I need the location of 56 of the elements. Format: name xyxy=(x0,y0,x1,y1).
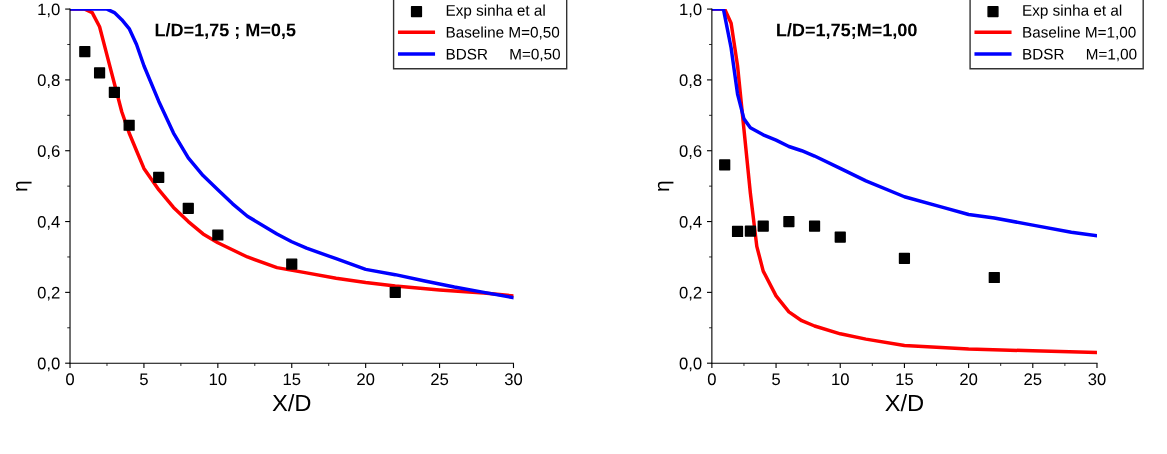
x-tick-label: 20 xyxy=(960,373,978,386)
x-tick-label: 20 xyxy=(357,373,375,386)
x-tick-label: 10 xyxy=(832,373,849,386)
y-tick-label: 0,2 xyxy=(37,286,60,301)
text: L/D=1,75;M=1,00 xyxy=(777,23,917,39)
y-axis-title: η xyxy=(16,181,32,191)
point xyxy=(898,252,911,264)
y-tick-label: 0,4 xyxy=(37,215,60,230)
point xyxy=(389,286,401,298)
y-tick-label: 0,6 xyxy=(679,145,702,159)
x-axis-title: X/D xyxy=(885,394,923,412)
legend-label: Exp sinha et al xyxy=(1023,4,1122,19)
y-tick-label: 1,0 xyxy=(680,3,702,18)
point xyxy=(757,220,769,232)
point xyxy=(808,220,821,232)
legend-label: Exp sinha et al xyxy=(446,4,545,19)
y-tick-label: 0,0 xyxy=(679,357,702,372)
y-tick-label: 1,0 xyxy=(38,3,60,18)
point xyxy=(988,271,1000,284)
point xyxy=(79,45,91,58)
x-tick-label: 25 xyxy=(1024,373,1042,386)
y-axis-title: η xyxy=(657,181,674,191)
point xyxy=(93,67,106,79)
point xyxy=(719,159,731,171)
legend-label: Baseline M=0,50 xyxy=(446,26,560,40)
point xyxy=(108,86,120,98)
x-tick-label: 15 xyxy=(896,373,913,386)
y-tick-label: 0,6 xyxy=(37,145,60,159)
y-tick-label: 0,4 xyxy=(679,215,702,230)
point xyxy=(212,229,224,241)
point xyxy=(153,171,165,183)
y-tick-label: 0,2 xyxy=(679,286,702,301)
y-tick-label: 0,8 xyxy=(37,74,60,89)
y-tick-label: 0,8 xyxy=(679,74,702,89)
x-tick-label: 30 xyxy=(1088,373,1106,386)
point xyxy=(286,258,298,270)
point xyxy=(834,231,846,243)
legend-label: Baseline M=1,00 xyxy=(1023,26,1136,40)
x-tick-label: 15 xyxy=(283,373,301,386)
text: L/D=1,75 ; M=0,5 xyxy=(155,23,296,39)
x-tick-label: 0 xyxy=(707,373,716,386)
point xyxy=(182,202,194,215)
point xyxy=(731,225,744,238)
x-axis-title: X/D xyxy=(272,394,311,412)
x-tick-label: 5 xyxy=(139,373,148,386)
point xyxy=(744,225,756,237)
x-tick-label: 5 xyxy=(772,373,780,386)
x-tick-label: 0 xyxy=(66,373,74,386)
x-tick-label: 25 xyxy=(431,373,449,386)
point xyxy=(783,215,795,228)
legend-label: BDSR M=0,50 xyxy=(446,48,560,62)
x-tick-label: 10 xyxy=(209,373,227,386)
x-tick-label: 30 xyxy=(504,373,523,386)
y-tick-label: 0,0 xyxy=(37,357,60,372)
legend-label: BDSR M=1,00 xyxy=(1023,48,1137,62)
point xyxy=(123,119,135,131)
